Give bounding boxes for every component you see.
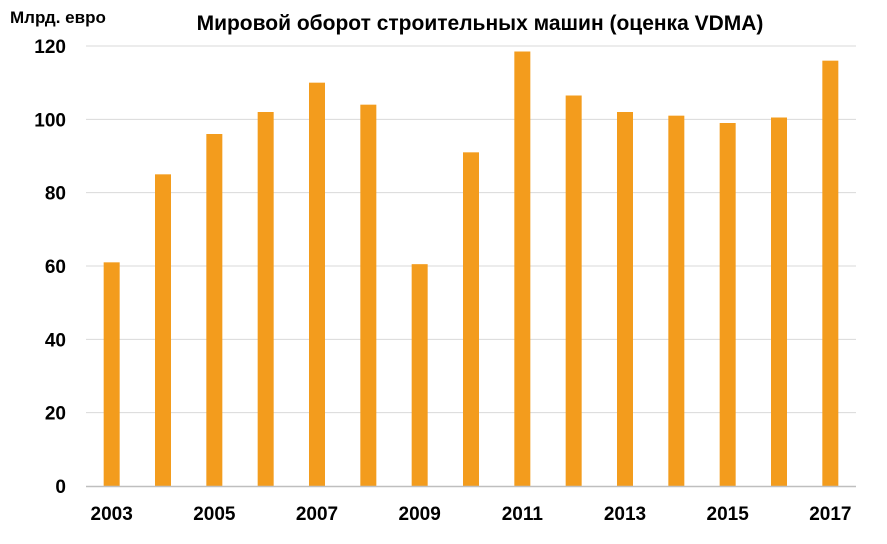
bar-2014 [668,115,685,487]
x-tick-label: 2005 [193,504,236,525]
y-tick-label: 80 [45,184,66,205]
bar-2007 [309,82,325,487]
y-tick-label: 120 [34,37,66,58]
y-tick-labels: 0 20 40 60 80 100 120 [34,37,66,498]
x-tick-label: 2007 [296,504,338,525]
bar-2009 [411,264,428,486]
y-tick-label: 100 [34,110,66,131]
bar-2005 [206,134,223,486]
y-axis-label: Млрд. евро [10,8,106,27]
x-tick-label: 2003 [91,504,133,525]
bar-2004 [155,174,171,487]
y-tick-label: 40 [45,330,66,351]
y-tick-label: 0 [55,477,66,498]
bar-2010 [463,152,479,487]
bar-2008 [360,104,377,487]
x-tick-labels: 2003 2005 2007 2009 2011 2013 2015 2017 [91,504,852,525]
bar-2013 [617,112,633,486]
x-tick-label: 2017 [809,504,851,525]
y-tick-label: 20 [45,404,66,425]
y-tick-label: 60 [45,257,66,278]
bar-2011 [514,51,531,486]
bars [103,51,839,487]
bar-2016 [771,117,787,486]
bar-2006 [257,112,274,486]
x-tick-label: 2015 [707,504,750,525]
x-tick-label: 2009 [399,504,441,525]
bar-2003 [103,262,120,486]
chart-title: Мировой оборот строительных машин (оценк… [197,12,764,35]
bar-2017 [822,60,839,487]
x-tick-label: 2013 [604,504,646,525]
x-tick-label: 2011 [502,504,544,525]
bar-2015 [719,123,736,486]
bar-2012 [565,95,582,486]
